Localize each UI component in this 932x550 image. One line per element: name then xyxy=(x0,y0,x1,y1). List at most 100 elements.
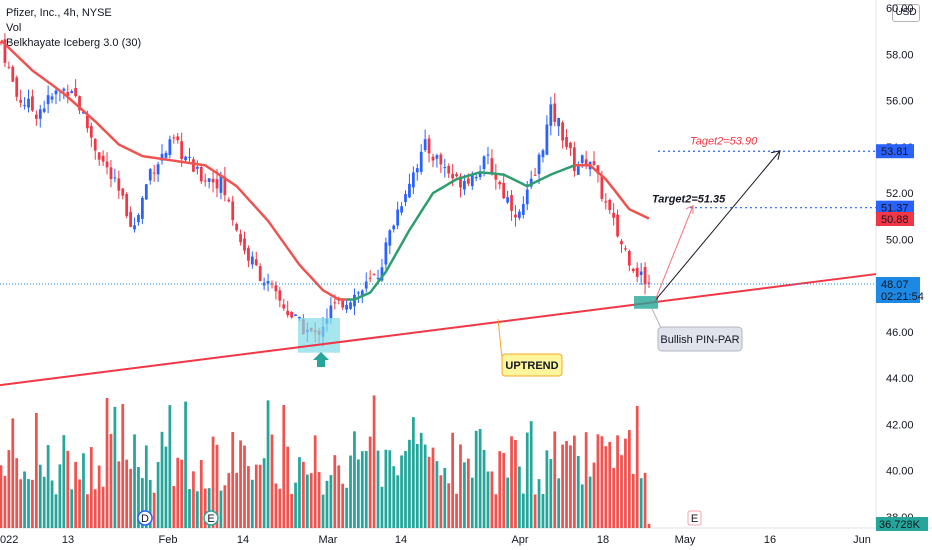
volume-bar xyxy=(195,491,199,528)
uptrend-callout[interactable]: UPTREND xyxy=(497,319,563,377)
symbol-title[interactable]: Pfizer, Inc., 4h, NYSE xyxy=(6,7,112,19)
volume-bar xyxy=(478,429,482,528)
pin-par-callout[interactable]: Bullish PIN-PAR xyxy=(651,308,743,352)
volume-bar xyxy=(282,405,286,528)
candle-body xyxy=(620,240,623,245)
time-axis[interactable]: 022 13 Feb 14 Mar 14 Apr 18 May 16 Jun xyxy=(0,534,871,546)
price-label-target2-high: 53.81 xyxy=(876,144,914,159)
volume-bar xyxy=(302,461,305,528)
volume-bar xyxy=(408,439,411,528)
currency-button[interactable]: USD xyxy=(892,4,920,22)
volume-bar xyxy=(510,436,513,528)
volume-bar xyxy=(506,477,509,528)
volume-bar xyxy=(588,476,592,528)
earnings-marker-1[interactable]: E xyxy=(203,510,219,526)
candle-body xyxy=(364,281,368,289)
volume-bar xyxy=(290,493,293,528)
candle-body xyxy=(329,305,333,319)
projection-arrow-black[interactable] xyxy=(654,150,781,301)
earnings-marker-2[interactable]: E xyxy=(687,510,702,526)
volume-bar xyxy=(451,432,455,528)
candle-body xyxy=(105,161,109,168)
callout-pointer xyxy=(497,319,503,359)
uptrend-label: UPTREND xyxy=(505,360,558,372)
volume-bar xyxy=(404,451,407,528)
candle-body xyxy=(0,42,3,44)
candle-body xyxy=(254,259,258,266)
candle-body xyxy=(357,292,360,294)
volume-bar xyxy=(604,446,608,528)
volume-bar xyxy=(239,440,242,528)
candle-body xyxy=(227,199,231,202)
volume-bar xyxy=(160,431,164,528)
volume-bar xyxy=(278,488,282,528)
volume-bar xyxy=(235,472,239,528)
price-tick-label: 46.00 xyxy=(886,327,914,339)
candle-body xyxy=(211,178,215,183)
volume-bar xyxy=(168,405,172,528)
volume-bar xyxy=(164,446,168,528)
volume-bar xyxy=(137,467,140,528)
candle-body xyxy=(274,285,278,292)
time-tick-label: 13 xyxy=(62,534,74,546)
candle-body xyxy=(388,230,392,246)
uptrend-line[interactable] xyxy=(0,273,877,387)
volume-bar xyxy=(148,479,152,528)
price-tick-label: 58.00 xyxy=(886,49,914,61)
ma-line-red xyxy=(574,164,650,220)
candle-body xyxy=(117,178,121,191)
volume-bar xyxy=(58,464,62,528)
candle-body xyxy=(219,174,223,193)
candle-body xyxy=(231,201,235,221)
candle-body xyxy=(82,112,85,114)
candlesticks xyxy=(0,33,651,347)
projection-arrows xyxy=(654,150,781,301)
candle-body xyxy=(38,109,42,119)
price-axis[interactable]: 60.0058.0056.0054.0052.0050.0048.0046.00… xyxy=(886,3,914,524)
candle-body xyxy=(235,224,239,231)
svg-text:48.07: 48.07 xyxy=(881,279,909,291)
candle-body xyxy=(133,225,136,230)
candle-body xyxy=(518,211,521,218)
candle-body xyxy=(19,99,23,103)
projection-arrow-red[interactable] xyxy=(654,205,694,301)
volume-bar xyxy=(19,479,23,528)
pin-par-zone[interactable] xyxy=(634,296,658,309)
volume-bar xyxy=(266,400,270,528)
dividend-icon xyxy=(137,510,153,526)
volume-bar xyxy=(250,479,254,528)
volume-label[interactable]: Vol xyxy=(6,22,22,34)
volume-bar xyxy=(360,451,364,528)
candle-body xyxy=(113,177,117,179)
volume-bar xyxy=(459,444,462,528)
volume-bar xyxy=(125,459,129,528)
candle-body xyxy=(506,197,509,203)
candle-body xyxy=(525,189,529,205)
candle-body xyxy=(537,154,541,174)
volume-bar xyxy=(631,473,635,528)
volume-bar xyxy=(357,459,360,528)
volume-bar xyxy=(627,430,631,528)
volume-bar xyxy=(368,436,372,528)
candle-body xyxy=(502,182,506,199)
volume-bar xyxy=(113,406,117,528)
target-lower-label[interactable]: Target2=51.35 xyxy=(652,193,726,205)
volume-bar xyxy=(7,450,11,528)
volume-bar xyxy=(199,460,203,528)
volume-bar xyxy=(211,436,215,528)
indicator-label[interactable]: Belkhayate Iceberg 3.0 (30) xyxy=(6,37,142,49)
dividend-marker[interactable]: D xyxy=(137,510,153,526)
volume-bar xyxy=(584,432,588,528)
volume-bar xyxy=(188,489,191,528)
price-tick-label: 40.00 xyxy=(886,466,914,478)
price-tick-label: 44.00 xyxy=(886,373,914,385)
candle-body xyxy=(423,139,427,151)
candle-body xyxy=(66,91,70,97)
time-tick-label: 16 xyxy=(764,534,776,546)
volume-bar xyxy=(11,418,15,528)
price-tick-label: 50.00 xyxy=(886,234,914,246)
candle-body xyxy=(247,248,250,261)
target-upper-label[interactable]: Taget2=53.90 xyxy=(690,136,758,148)
volume-bar xyxy=(313,435,317,528)
